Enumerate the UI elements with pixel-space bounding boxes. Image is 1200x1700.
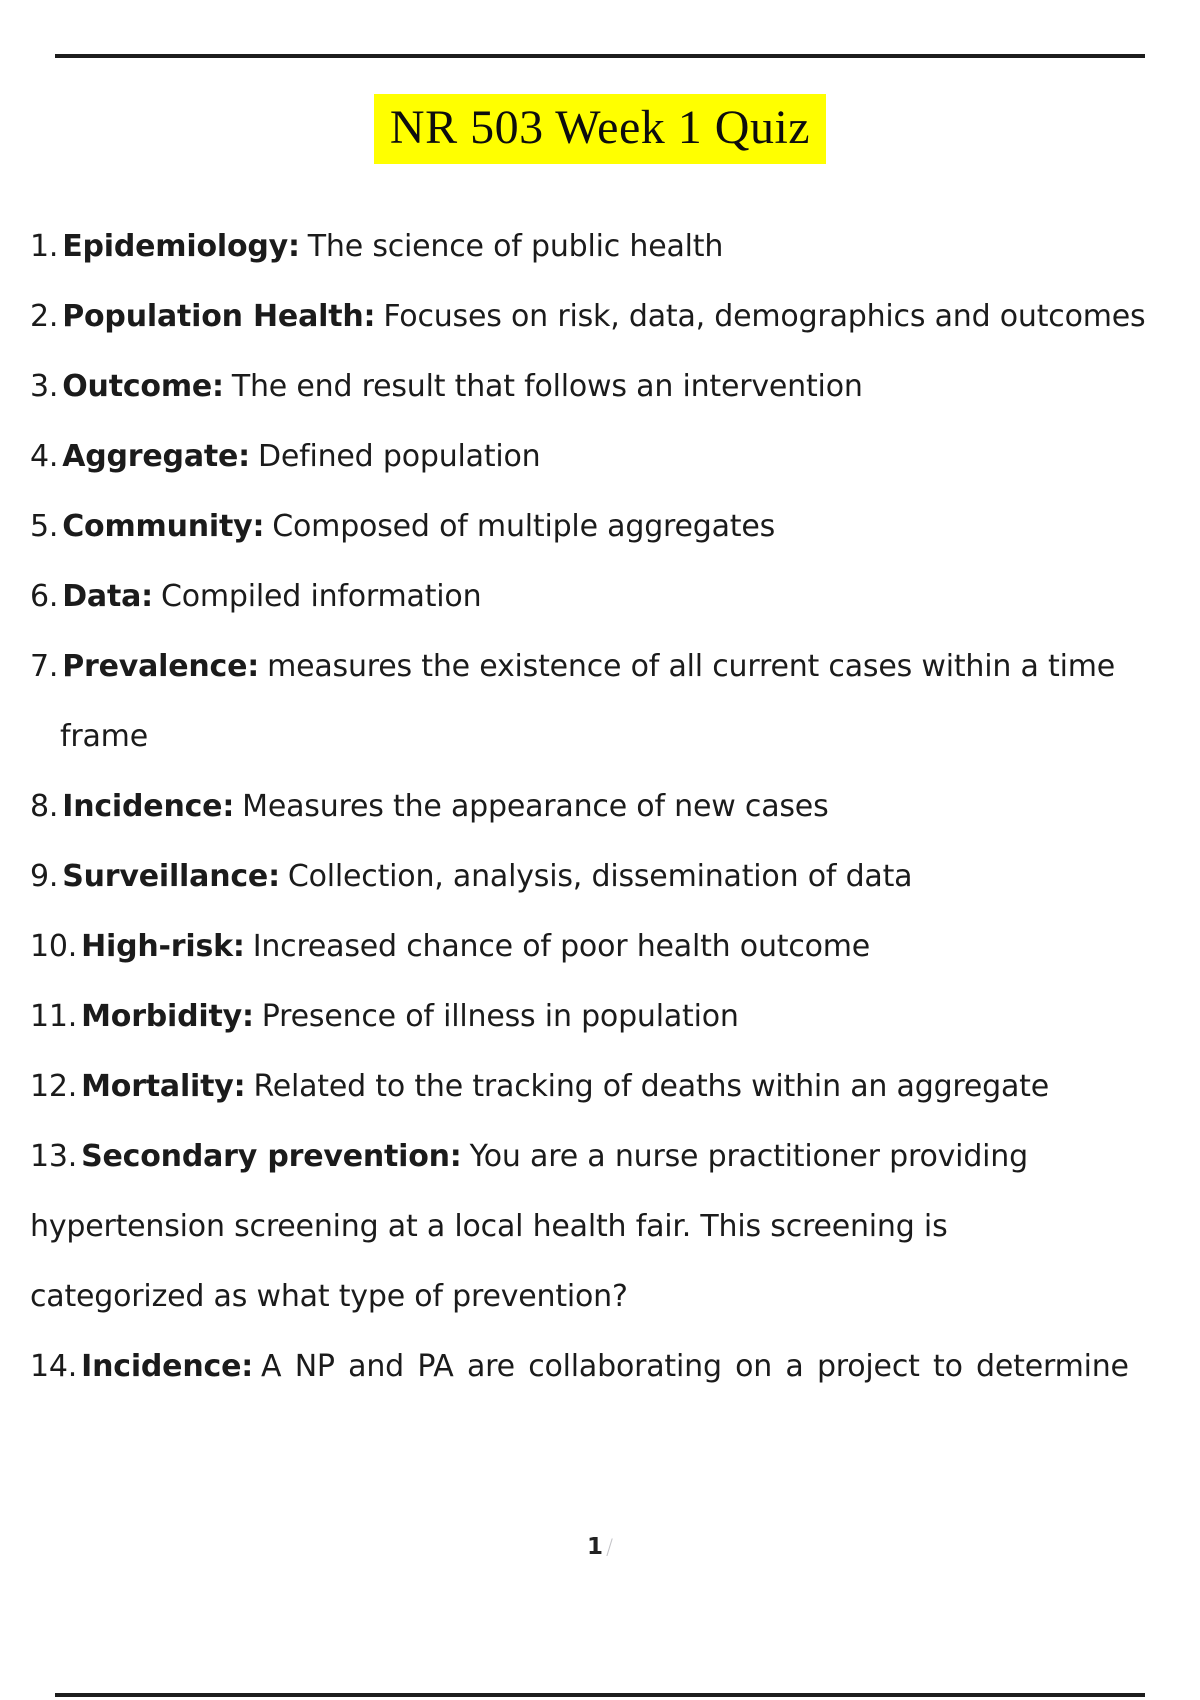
list-item: 11. Morbidity: Presence of illness in popu… bbox=[30, 982, 1200, 1052]
list-item: 3. Outcome: The end result that follows an… bbox=[30, 352, 1200, 422]
item-term: Secondary prevention: bbox=[81, 1139, 462, 1174]
item-number: 14. bbox=[30, 1349, 78, 1384]
title-highlighted-text: NR 503 Week 1 Quiz bbox=[373, 94, 827, 164]
item-term: Mortality: bbox=[81, 1069, 246, 1104]
item-number: 3. bbox=[30, 369, 59, 404]
list-item-continuation: frame bbox=[60, 719, 148, 754]
item-number: 10. bbox=[30, 929, 78, 964]
item-text: Related to the tracking of deaths within… bbox=[253, 1069, 1049, 1104]
top-horizontal-rule bbox=[55, 54, 1145, 58]
list-item: 13. Secondary prevention: You are a nurse … bbox=[30, 1122, 1200, 1192]
list-item-continuation: categorized as what type of prevention? bbox=[30, 1279, 628, 1314]
list-item: 10. High-risk: Increased chance of poor he… bbox=[30, 912, 1200, 982]
page-footer: 1/ bbox=[0, 1527, 1200, 1567]
item-term: Surveillance: bbox=[62, 859, 280, 894]
list-item: 9. Surveillance: Collection, analysis, dis… bbox=[30, 842, 1200, 912]
item-text: You are a nurse practitioner providing bbox=[469, 1139, 1029, 1174]
list-item: 1. Epidemiology: The science of public hea… bbox=[30, 212, 1200, 282]
item-text: The science of public health bbox=[307, 229, 724, 264]
definition-list: 1. Epidemiology: The science of public hea… bbox=[30, 212, 1200, 1402]
item-term: Epidemiology: bbox=[62, 229, 300, 264]
item-text: Collection, analysis, dissemination of d… bbox=[287, 859, 913, 894]
item-term: Morbidity: bbox=[81, 999, 254, 1034]
item-text: Measures the appearance of new cases bbox=[242, 789, 829, 824]
item-term: Data: bbox=[62, 579, 153, 614]
item-term: Prevalence: bbox=[62, 649, 260, 684]
item-term: Aggregate: bbox=[62, 439, 250, 474]
list-item: 14. Incidence: A NP and PA are collaborati… bbox=[30, 1332, 1200, 1402]
item-term: Community: bbox=[62, 509, 265, 544]
item-number: 13. bbox=[30, 1139, 78, 1174]
item-term: Incidence: bbox=[62, 789, 235, 824]
list-item: 7. Prevalence: measures the existence of a… bbox=[30, 632, 1200, 702]
item-number: 8. bbox=[30, 789, 59, 824]
item-number: 6. bbox=[30, 579, 59, 614]
list-item: 4. Aggregate: Defined population bbox=[30, 422, 1200, 492]
item-number: 1. bbox=[30, 229, 59, 264]
item-number: 4. bbox=[30, 439, 59, 474]
item-text: Composed of multiple aggregates bbox=[272, 509, 776, 544]
item-text: The end result that follows an intervent… bbox=[231, 369, 863, 404]
item-term: Incidence: bbox=[81, 1349, 254, 1384]
item-number: 7. bbox=[30, 649, 59, 684]
page-number-separator: / bbox=[605, 1535, 614, 1559]
item-text: Defined population bbox=[257, 439, 541, 474]
list-item: 2. Population Health: Focuses on risk, dat… bbox=[30, 282, 1200, 352]
item-text: Presence of illness in population bbox=[261, 999, 739, 1034]
item-number: 5. bbox=[30, 509, 59, 544]
list-item: 6. Data: Compiled information bbox=[30, 562, 1200, 632]
item-text: Compiled information bbox=[160, 579, 482, 614]
item-text: A NP and PA are collaborating on a proje… bbox=[261, 1349, 1129, 1384]
item-number: 2. bbox=[30, 299, 59, 334]
item-term: Population Health: bbox=[62, 299, 376, 334]
item-number: 12. bbox=[30, 1069, 78, 1104]
page-title: NR 503 Week 1 Quiz bbox=[0, 94, 1200, 164]
bottom-horizontal-rule bbox=[55, 1693, 1145, 1697]
list-item-continuation: hypertension screening at a local health… bbox=[30, 1209, 948, 1244]
page-number: 1 bbox=[586, 1534, 603, 1560]
list-item: 12. Mortality: Related to the tracking of … bbox=[30, 1052, 1200, 1122]
item-text: Focuses on risk, data, demographics and … bbox=[383, 299, 1146, 334]
item-number: 9. bbox=[30, 859, 59, 894]
item-term: Outcome: bbox=[62, 369, 224, 404]
list-item: 5. Community: Composed of multiple aggrega… bbox=[30, 492, 1200, 562]
item-text: measures the existence of all current ca… bbox=[267, 649, 1115, 684]
list-item: 8. Incidence: Measures the appearance of n… bbox=[30, 772, 1200, 842]
item-term: High-risk: bbox=[81, 929, 245, 964]
item-text: Increased chance of poor health outcome bbox=[252, 929, 871, 964]
item-number: 11. bbox=[30, 999, 78, 1034]
